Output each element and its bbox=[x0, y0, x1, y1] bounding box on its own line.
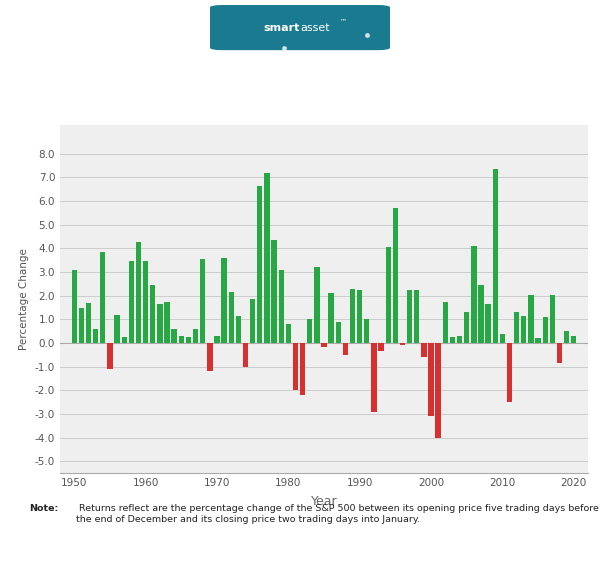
Bar bbox=[278, 270, 284, 343]
Y-axis label: Percentage Change: Percentage Change bbox=[19, 249, 29, 350]
Bar bbox=[229, 292, 234, 343]
X-axis label: Year: Year bbox=[311, 495, 337, 508]
Bar bbox=[100, 252, 106, 343]
Bar bbox=[457, 336, 462, 343]
Bar bbox=[128, 262, 134, 343]
Bar bbox=[150, 285, 155, 343]
Bar bbox=[264, 173, 269, 343]
Bar bbox=[179, 336, 184, 343]
Bar bbox=[200, 259, 205, 343]
Bar bbox=[93, 329, 98, 343]
Bar bbox=[157, 304, 163, 343]
Bar bbox=[521, 316, 526, 343]
Bar bbox=[79, 308, 84, 343]
Bar bbox=[528, 295, 533, 343]
Bar bbox=[193, 329, 198, 343]
Bar bbox=[557, 343, 562, 363]
Bar bbox=[236, 316, 241, 343]
Bar bbox=[371, 343, 377, 412]
Bar bbox=[293, 343, 298, 390]
Bar bbox=[407, 290, 412, 343]
Bar bbox=[471, 246, 476, 343]
Bar bbox=[214, 336, 220, 343]
Bar bbox=[172, 329, 177, 343]
Bar bbox=[307, 319, 313, 343]
Bar bbox=[86, 303, 91, 343]
Bar bbox=[257, 186, 262, 343]
Text: asset: asset bbox=[300, 23, 329, 32]
Bar bbox=[535, 338, 541, 343]
Bar bbox=[115, 315, 120, 343]
Bar bbox=[300, 343, 305, 395]
Bar bbox=[428, 343, 434, 416]
Bar bbox=[514, 312, 520, 343]
Bar bbox=[450, 337, 455, 343]
Bar bbox=[207, 343, 212, 372]
Bar bbox=[271, 240, 277, 343]
Bar bbox=[186, 337, 191, 343]
Bar bbox=[250, 299, 256, 343]
Bar bbox=[443, 302, 448, 343]
Bar bbox=[221, 258, 227, 343]
Bar bbox=[414, 290, 419, 343]
Bar bbox=[507, 343, 512, 402]
Bar bbox=[164, 302, 170, 343]
Bar bbox=[357, 290, 362, 343]
Text: Note:: Note: bbox=[29, 504, 59, 514]
Bar bbox=[400, 343, 405, 345]
Bar bbox=[564, 331, 569, 343]
Bar bbox=[364, 319, 370, 343]
Bar bbox=[107, 343, 113, 369]
Bar bbox=[322, 343, 326, 347]
Bar bbox=[335, 321, 341, 343]
Bar bbox=[542, 317, 548, 343]
Bar bbox=[478, 285, 484, 343]
Bar bbox=[350, 288, 355, 343]
Bar bbox=[314, 267, 320, 343]
Bar bbox=[343, 343, 348, 355]
Bar bbox=[286, 324, 291, 343]
FancyBboxPatch shape bbox=[210, 5, 390, 50]
Bar bbox=[464, 312, 469, 343]
Bar bbox=[493, 169, 498, 343]
Bar bbox=[136, 242, 141, 343]
Text: ™: ™ bbox=[340, 18, 347, 25]
Text: smart: smart bbox=[263, 23, 300, 32]
Text: End-of-Year S&P 500 Returns: End-of-Year S&P 500 Returns bbox=[137, 76, 463, 99]
Bar bbox=[392, 208, 398, 343]
Bar bbox=[243, 343, 248, 367]
Bar bbox=[71, 270, 77, 343]
Bar bbox=[550, 295, 555, 343]
Bar bbox=[143, 262, 148, 343]
Bar bbox=[122, 337, 127, 343]
Bar bbox=[421, 343, 427, 357]
Text: Returns reflect are the percentage change of the S&P 500 between its opening pri: Returns reflect are the percentage chang… bbox=[76, 504, 598, 524]
Bar bbox=[386, 247, 391, 343]
Bar bbox=[328, 294, 334, 343]
Bar bbox=[500, 333, 505, 343]
Bar bbox=[379, 343, 384, 351]
Bar bbox=[485, 304, 491, 343]
Bar bbox=[436, 343, 441, 438]
Bar bbox=[571, 336, 577, 343]
